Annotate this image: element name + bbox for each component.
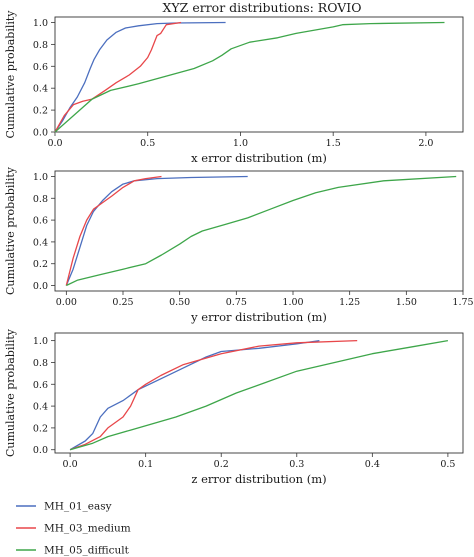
plot-frame bbox=[54, 170, 464, 292]
chart-panel-3: 0.0 0.1 0.2 0.3 0.4 0.5 0.0 0.2 0.4 0.6 0.8 1.0 z er… bbox=[4, 328, 464, 486]
plot-frame bbox=[54, 332, 464, 454]
legend-label: MH_03_medium bbox=[44, 523, 131, 535]
x-axis-label: x error distribution (m) bbox=[191, 151, 327, 165]
y-tick-label: 0.2 bbox=[33, 259, 48, 270]
x-tick-label: 0.4 bbox=[365, 459, 380, 470]
y-tick-label: 1.0 bbox=[33, 336, 48, 347]
x-tick-label: 1.50 bbox=[396, 297, 417, 308]
x-tick-label: 2.0 bbox=[418, 138, 433, 149]
x-tick-label: 0.5 bbox=[140, 138, 155, 149]
legend: MH_01_easy MH_03_medium MH_05_difficult bbox=[16, 501, 131, 557]
series-line-mh-03-medium bbox=[69, 339, 358, 451]
legend-item: MH_03_medium bbox=[16, 523, 131, 535]
x-tick-label: 0.25 bbox=[112, 297, 133, 308]
y-tick-label: 0.4 bbox=[33, 237, 48, 248]
y-tick-label: 0.2 bbox=[33, 423, 48, 434]
y-tick-label: 0.8 bbox=[33, 358, 48, 369]
x-tick-label: 1.25 bbox=[339, 297, 360, 308]
series-line-mh-05-difficult bbox=[66, 175, 457, 287]
series-line-mh-05-difficult bbox=[69, 339, 449, 451]
series-line-mh-03-medium bbox=[65, 175, 162, 286]
legend-item: MH_05_difficult bbox=[16, 545, 130, 557]
series-line-mh-05-difficult bbox=[54, 21, 445, 133]
x-axis-label: y error distribution (m) bbox=[190, 310, 327, 324]
y-tick-label: 0.0 bbox=[33, 128, 48, 139]
x-tick-label: 0.50 bbox=[169, 297, 190, 308]
x-tick-label: 0.0 bbox=[63, 459, 78, 470]
chart-panel-1: 0.0 0.5 1.0 1.5 2.0 0.0 0.2 0.4 0.6 0.8 1.0 x error… bbox=[4, 10, 464, 165]
x-tick-label: 0.0 bbox=[47, 138, 62, 149]
y-tick-label: 0.0 bbox=[33, 281, 48, 292]
y-axis-label: Cumulative probability bbox=[4, 166, 17, 295]
y-tick-label: 0.6 bbox=[33, 380, 48, 391]
chart-panels: 0.0 0.5 1.0 1.5 2.0 0.0 0.2 0.4 0.6 0.8 1.0 x error… bbox=[4, 10, 474, 486]
y-tick-label: 0.8 bbox=[33, 40, 48, 51]
y-tick-label: 0.4 bbox=[33, 84, 48, 95]
y-tick-label: 0.6 bbox=[33, 216, 48, 227]
x-tick-label: 0.00 bbox=[56, 297, 77, 308]
legend-label: MH_01_easy bbox=[44, 501, 112, 513]
series-line-mh-01-easy bbox=[54, 21, 226, 133]
series-line-mh-01-easy bbox=[69, 339, 320, 451]
y-tick-label: 0.6 bbox=[33, 62, 48, 73]
chart-panel-2: 0.00 0.25 0.50 0.75 1.00 1.25 1.50 1.75 0.0 0.2 0.… bbox=[4, 166, 474, 324]
x-tick-label: 0.2 bbox=[214, 459, 229, 470]
x-tick-label: 0.1 bbox=[138, 459, 153, 470]
series-line-mh-01-easy bbox=[65, 175, 248, 286]
y-tick-label: 0.4 bbox=[33, 402, 48, 413]
figure-title: XYZ error distributions: ROVIO bbox=[163, 0, 362, 15]
y-tick-label: 1.0 bbox=[33, 172, 48, 183]
legend-item: MH_01_easy bbox=[16, 501, 112, 513]
x-tick-label: 0.75 bbox=[226, 297, 247, 308]
x-tick-label: 1.00 bbox=[282, 297, 303, 308]
y-tick-label: 1.0 bbox=[33, 18, 48, 29]
y-tick-label: 0.8 bbox=[33, 194, 48, 205]
y-tick-label: 0.0 bbox=[33, 445, 48, 456]
y-axis-label: Cumulative probability bbox=[4, 10, 17, 139]
x-tick-label: 0.5 bbox=[440, 459, 455, 470]
x-tick-label: 1.5 bbox=[326, 138, 341, 149]
series-line-mh-03-medium bbox=[54, 21, 182, 133]
x-tick-label: 1.75 bbox=[452, 297, 473, 308]
x-axis-label: z error distribution (m) bbox=[191, 472, 326, 486]
x-tick-label: 0.3 bbox=[289, 459, 304, 470]
x-tick-label: 1.0 bbox=[233, 138, 248, 149]
y-axis-label: Cumulative probability bbox=[4, 328, 17, 457]
y-tick-label: 0.2 bbox=[33, 106, 48, 117]
plot-frame bbox=[54, 16, 464, 133]
legend-label: MH_05_difficult bbox=[44, 545, 130, 557]
